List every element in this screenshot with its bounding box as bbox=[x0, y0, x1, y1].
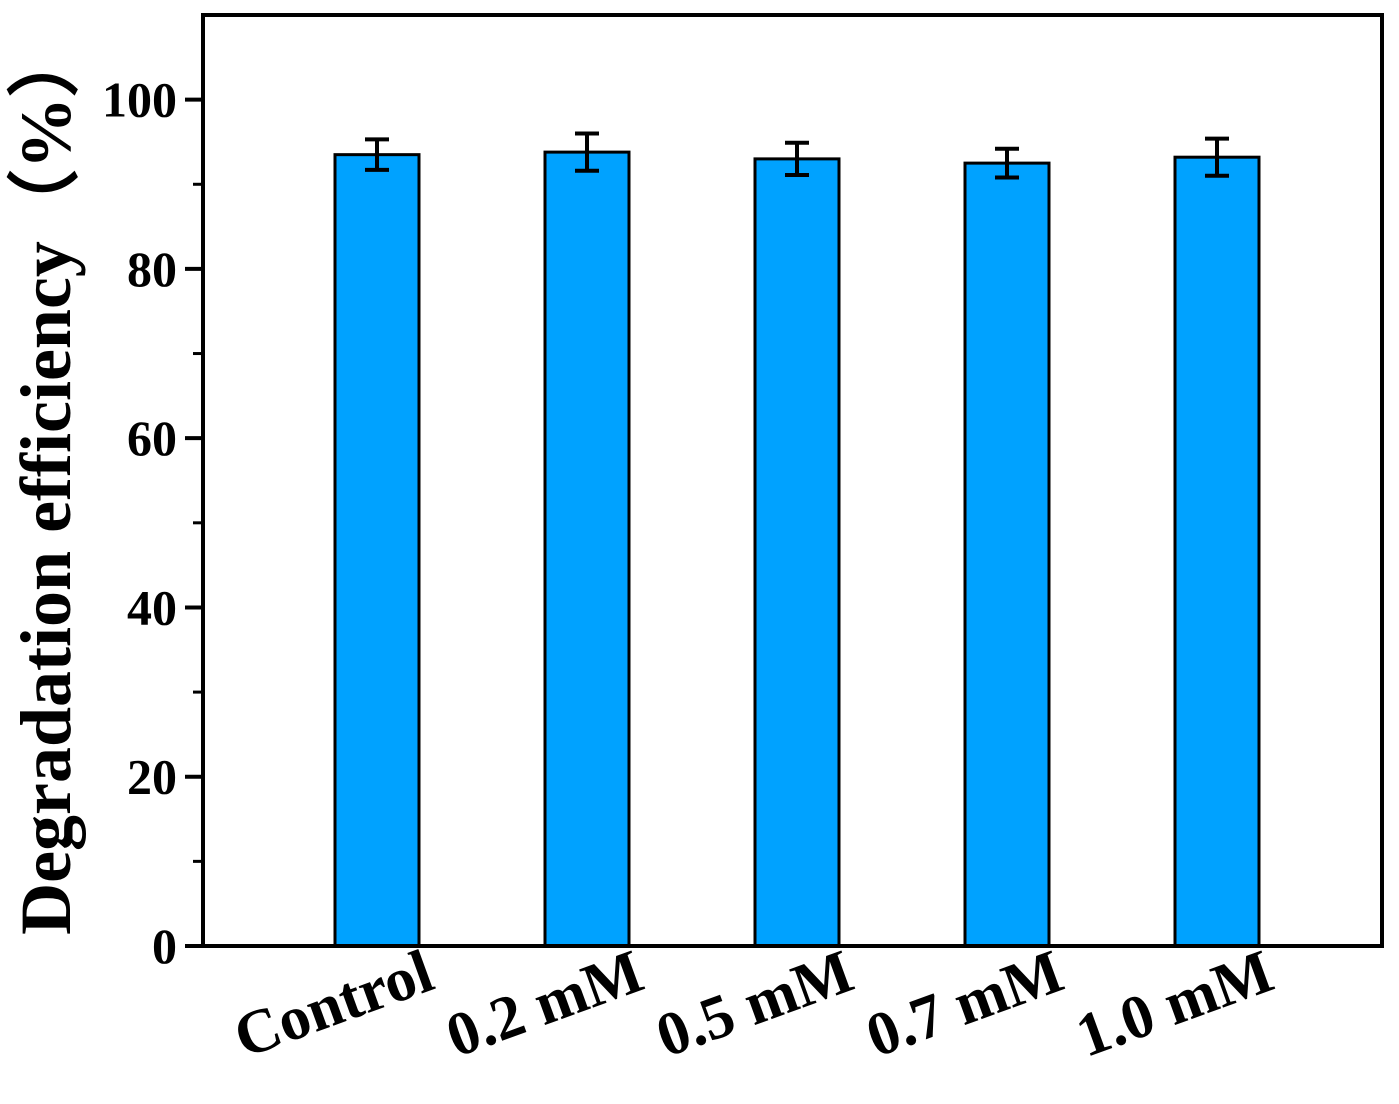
y-tick-label: 40 bbox=[127, 579, 177, 635]
y-tick-label: 100 bbox=[102, 72, 177, 128]
x-tick-label: 0.5 mM bbox=[648, 937, 862, 1070]
axes-group bbox=[201, 13, 1384, 948]
y-tick-label: 0 bbox=[152, 918, 177, 974]
bars-group bbox=[333, 150, 1261, 948]
plot-frame bbox=[201, 13, 1384, 948]
y-tick-label: 60 bbox=[127, 410, 177, 466]
bar-1-0-mm bbox=[1173, 155, 1261, 948]
y-tick-label: 20 bbox=[127, 749, 177, 805]
error-bars-group bbox=[365, 131, 1229, 180]
y-tick-label: 80 bbox=[127, 241, 177, 297]
x-tick-label: Control bbox=[225, 937, 441, 1071]
bar-0-2-mm bbox=[543, 150, 631, 948]
x-tick-label: 0.7 mM bbox=[858, 937, 1072, 1070]
x-tick-label: 1.0 mM bbox=[1068, 937, 1282, 1070]
bar-control bbox=[333, 153, 421, 948]
y-ticks-group: 0 20 40 60 80 100 bbox=[102, 72, 203, 974]
y-axis-title: Degradation efficiency（%） bbox=[6, 25, 86, 935]
bar-0-7-mm bbox=[963, 161, 1051, 948]
bar-0-5-mm bbox=[753, 157, 841, 948]
x-tick-label: 0.2 mM bbox=[438, 937, 652, 1070]
